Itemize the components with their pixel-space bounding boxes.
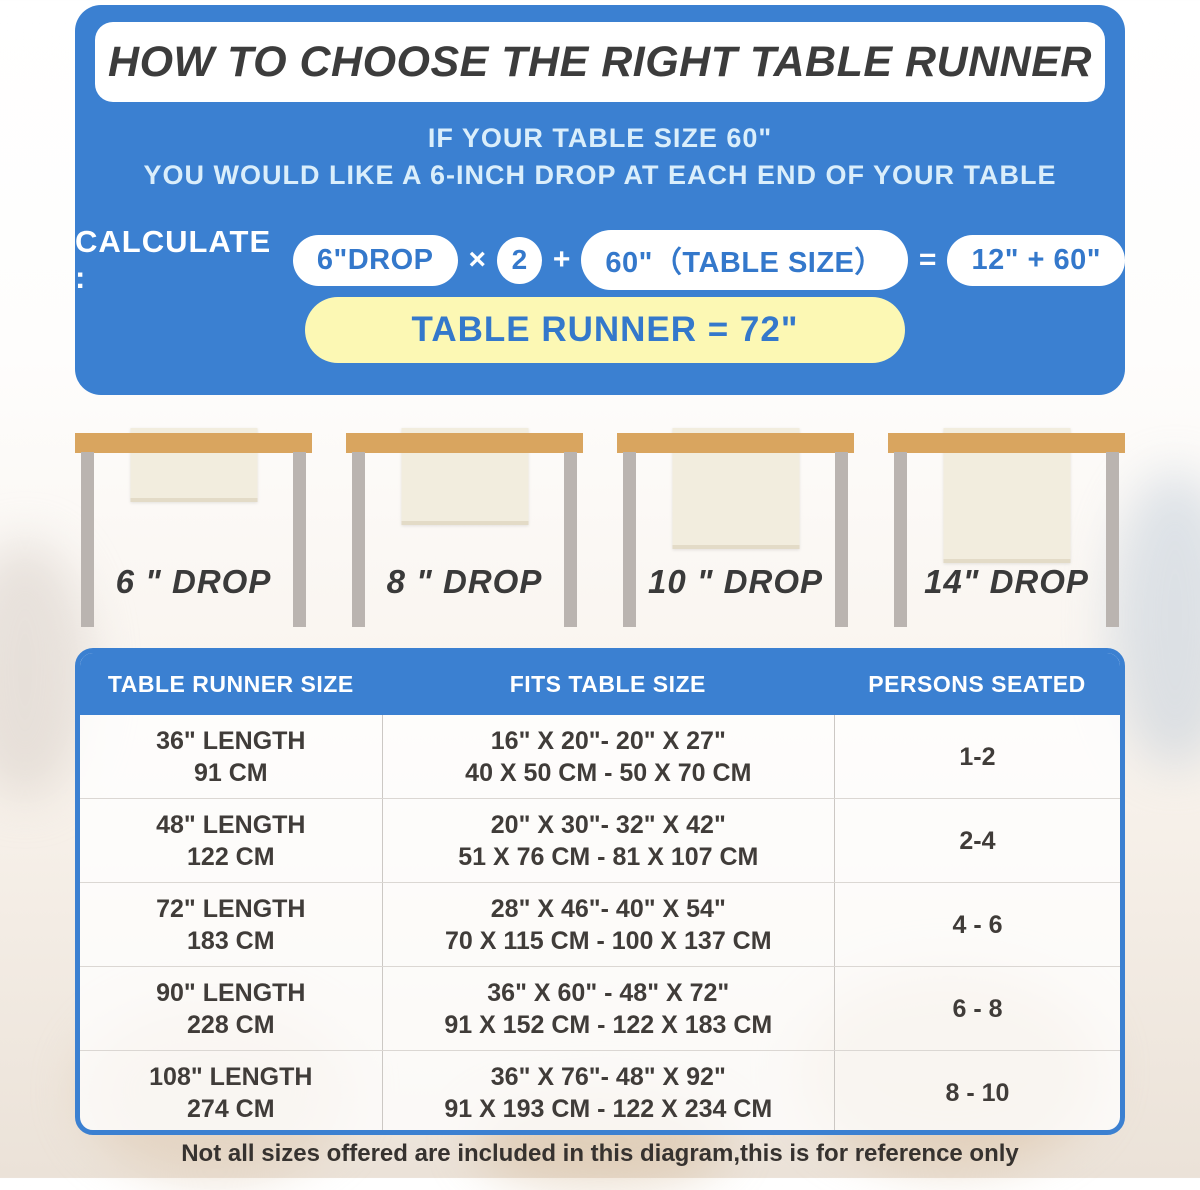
drop-label: 6 " DROP [115,563,272,600]
drop-label: 8 " DROP [386,563,543,600]
factor-two-badge: 2 [497,236,542,284]
disclaimer-note: Not all sizes offered are included in th… [181,1140,1019,1167]
fits-size-cell: 28" X 46"- 40" X 54" 70 X 115 CM - 100 X… [381,883,834,966]
column-header-fits-table-size: FITS TABLE SIZE [509,670,706,697]
result-banner: TABLE RUNNER = 72" [305,297,905,363]
tabletop [617,433,854,453]
multiply-operator: × [468,243,487,276]
table-row: 48" LENGTH 122 CM 20" X 30"- 32" X 42" 5… [80,798,1120,882]
column-header-persons-seated: PERSONS SEATED [868,670,1086,697]
tabletop [75,433,312,453]
fits-size-cell: 36" X 76"- 48" X 92" 91 X 193 CM - 122 X… [381,1051,834,1130]
subtitle-line-1: IF YOUR TABLE SIZE 60" [427,123,773,153]
column-header-runner-size: TABLE RUNNER SIZE [107,670,354,697]
table-leg-right [835,452,848,627]
table-leg-right [564,452,577,627]
tabletop [346,433,583,453]
table-row: 36" LENGTH 91 CM 16" X 20"- 20" X 27" 40… [80,715,1120,798]
table-leg-left [352,452,365,627]
equals-operator: = [918,243,937,276]
drop-examples-row: 6 " DROP 8 " DROP 10 " DROP 14" DROP [75,425,1125,637]
table-leg-left [623,452,636,627]
sum-pill: 12" + 60" [947,234,1125,286]
table-leg-left [894,452,907,627]
page-title: HOW TO CHOOSE THE RIGHT TABLE RUNNER [108,37,1092,86]
persons-cell: 6 - 8 [833,967,1120,1050]
table-leg-left [81,452,94,627]
runner-size-cell: 90" LENGTH 228 CM [156,978,306,1039]
calculation-formula: CALCULATE : 6"DROP × 2 + 60"（TABLE SIZE）… [75,224,1125,295]
size-chart: TABLE RUNNER SIZE FITS TABLE SIZE PERSON… [75,648,1125,1135]
table-illustration-6-drop: 6 " DROP [75,425,312,637]
result-text: TABLE RUNNER = 72" [411,310,799,349]
table-row: 72" LENGTH 183 CM 28" X 46"- 40" X 54" 7… [80,882,1120,966]
table-leg-right [1106,452,1119,627]
plus-operator: + [552,243,571,276]
subtitle-line-2: YOU WOULD LIKE A 6-INCH DROP AT EACH END… [143,160,1057,190]
table-row: 108" LENGTH 274 CM 36" X 76"- 48" X 92" … [80,1050,1120,1130]
drop-label: 14" DROP [924,563,1089,600]
drop-label: 10 " DROP [647,563,824,600]
persons-cell: 1-2 [833,715,1120,798]
persons-cell: 4 - 6 [833,883,1120,966]
header-banner: HOW TO CHOOSE THE RIGHT TABLE RUNNER IF … [75,5,1125,395]
runner-size-cell: 36" LENGTH 91 CM [156,726,306,787]
fits-size-cell: 36" X 60" - 48" X 72" 91 X 152 CM - 122 … [381,967,834,1050]
persons-cell: 2-4 [833,799,1120,882]
table-illustration-8-drop: 8 " DROP [346,425,583,637]
persons-cell: 8 - 10 [833,1051,1120,1130]
table-illustration-10-drop: 10 " DROP [617,425,854,637]
table-row: 90" LENGTH 228 CM 36" X 60" - 48" X 72" … [80,966,1120,1050]
table-leg-right [293,452,306,627]
size-chart-header: TABLE RUNNER SIZE FITS TABLE SIZE PERSON… [80,653,1120,715]
runner-size-cell: 72" LENGTH 183 CM [156,894,306,955]
runner-size-cell: 48" LENGTH 122 CM [156,810,306,871]
tabletop [888,433,1125,453]
title-box: HOW TO CHOOSE THE RIGHT TABLE RUNNER [95,22,1105,102]
fits-size-cell: 16" X 20"- 20" X 27" 40 X 50 CM - 50 X 7… [381,715,834,798]
table-size-pill: 60"（TABLE SIZE） [581,230,908,290]
runner-size-cell: 108" LENGTH 274 CM [149,1062,313,1123]
table-illustration-14-drop: 14" DROP [888,425,1125,637]
calculate-label: CALCULATE : [75,224,272,295]
drop-value-pill: 6"DROP [292,234,458,286]
fits-size-cell: 20" X 30"- 32" X 42" 51 X 76 CM - 81 X 1… [381,799,834,882]
